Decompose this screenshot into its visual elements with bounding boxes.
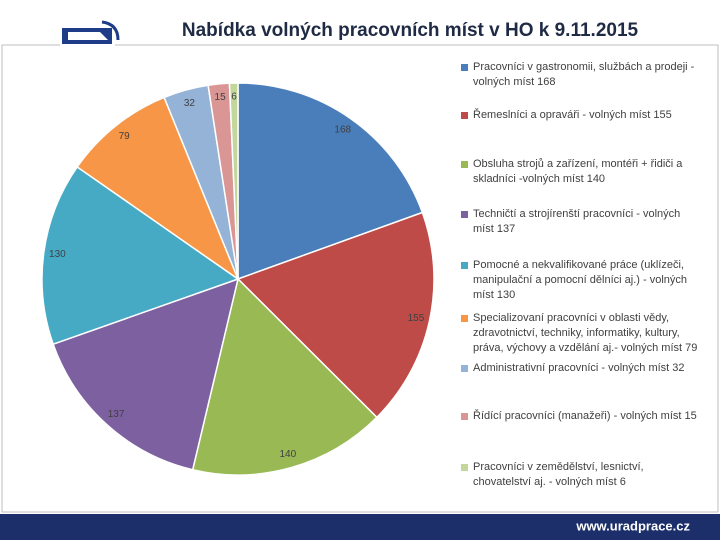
legend-swatch — [461, 161, 468, 168]
pie-slice — [76, 96, 240, 282]
legend-entry: Techničtí a strojírenští pracovníci - vo… — [458, 207, 698, 237]
data-label: 79 — [119, 131, 131, 142]
logo — [60, 20, 120, 46]
footer-text: www.uradprace.cz — [575, 518, 690, 533]
legend-swatch — [461, 262, 468, 269]
legend-swatch — [461, 365, 468, 372]
data-label: 137 — [108, 409, 125, 420]
legend-entry: Obsluha strojů a zařízení, montéři + řid… — [458, 157, 698, 187]
pie-slice — [191, 277, 378, 476]
data-label: 32 — [184, 98, 196, 109]
pie-slice — [237, 82, 424, 281]
legend-entry: Řemeslníci a opraváři - volných míst 155 — [458, 108, 698, 123]
legend-entry: Pomocné a nekvalifikované práce (uklízeč… — [458, 258, 698, 303]
pie-slice — [236, 211, 435, 419]
legend-label: Řídící pracovníci (manažeři) - volných m… — [473, 410, 697, 422]
legend-entry: Administrativní pracovníci - volných mís… — [458, 361, 698, 376]
pie-slice — [228, 82, 239, 280]
data-label: 130 — [49, 249, 66, 260]
legend-label: Pracovníci v gastronomii, službách a pro… — [473, 61, 695, 88]
legend-label: Obsluha strojů a zařízení, montéři + řid… — [473, 158, 683, 185]
legend-entry: Pracovníci v gastronomii, službách a pro… — [458, 60, 698, 90]
legend-entry: Pracovníci v zemědělství, lesnictví, cho… — [458, 460, 698, 490]
footer-bar — [0, 514, 720, 540]
legend-swatch — [461, 211, 468, 218]
pie-slice — [41, 165, 240, 346]
legend-swatch — [461, 112, 468, 119]
legend-entry: Řídící pracovníci (manažeři) - volných m… — [458, 409, 698, 424]
legend-label: Řemeslníci a opraváři - volných míst 155 — [473, 109, 672, 121]
data-label: 6 — [231, 91, 237, 102]
legend-swatch — [461, 64, 468, 71]
legend-entry: Specializovaní pracovníci v oblasti vědy… — [458, 311, 698, 356]
legend-label: Pracovníci v zemědělství, lesnictví, cho… — [473, 461, 644, 488]
legend-swatch — [461, 413, 468, 420]
data-label: 168 — [334, 124, 351, 135]
legend-label: Pomocné a nekvalifikované práce (uklízeč… — [473, 259, 687, 301]
legend-label: Specializovaní pracovníci v oblasti vědy… — [473, 312, 698, 354]
data-label: 155 — [408, 313, 425, 324]
legend-swatch — [461, 464, 468, 471]
data-label: 15 — [215, 92, 227, 103]
pie-slice — [52, 277, 240, 471]
legend-label: Administrativní pracovníci - volných mís… — [473, 362, 685, 374]
data-label: 140 — [280, 449, 297, 460]
chart-title: Nabídka volných pracovních míst v HO k 9… — [182, 20, 639, 41]
legend-swatch — [461, 315, 468, 322]
legend-label: Techničtí a strojírenští pracovníci - vo… — [473, 208, 681, 235]
